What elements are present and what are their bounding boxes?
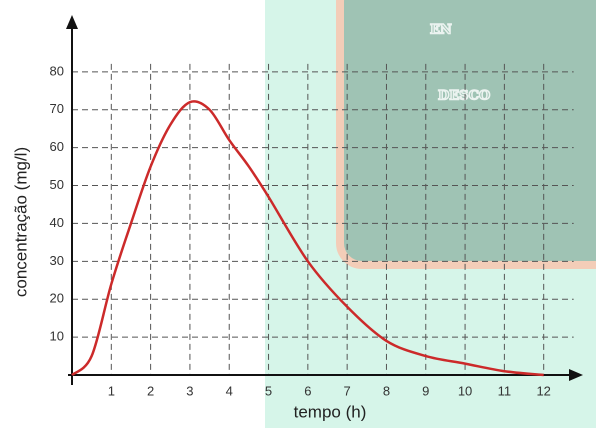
y-tick-label: 70 xyxy=(50,101,64,116)
x-tick-label: 3 xyxy=(186,383,193,398)
watermark: EN xyxy=(430,23,452,38)
y-tick-label: 20 xyxy=(50,291,64,306)
x-tick-label: 2 xyxy=(147,383,154,398)
line xyxy=(71,100,544,377)
x-tick-label: 11 xyxy=(498,383,512,398)
x-tick-label: 1 xyxy=(108,383,115,398)
y-axis-title: concentração (mg/l) xyxy=(11,147,30,297)
x-tick-label: 9 xyxy=(422,383,429,398)
y-tick-label: 40 xyxy=(50,215,64,230)
y-axis-arrow xyxy=(66,15,78,29)
x-tick-label: 7 xyxy=(344,383,351,398)
y-tick-label: 60 xyxy=(50,139,64,154)
x-axis-title: tempo (h) xyxy=(294,402,367,421)
y-tick-label: 80 xyxy=(50,63,64,78)
x-tick-label: 10 xyxy=(458,383,472,398)
x-axis-arrow xyxy=(569,369,583,381)
x-tick-label: 4 xyxy=(226,383,233,398)
x-tick-label: 6 xyxy=(304,383,311,398)
y-tick-label: 30 xyxy=(50,253,64,268)
y-tick-label: 50 xyxy=(50,177,64,192)
x-tick-label: 5 xyxy=(265,383,272,398)
watermark: DESCO xyxy=(438,89,490,104)
decor-card xyxy=(336,0,596,269)
y-tick-label: 10 xyxy=(50,329,64,344)
x-tick-label: 12 xyxy=(536,383,550,398)
x-tick-label: 8 xyxy=(383,383,390,398)
